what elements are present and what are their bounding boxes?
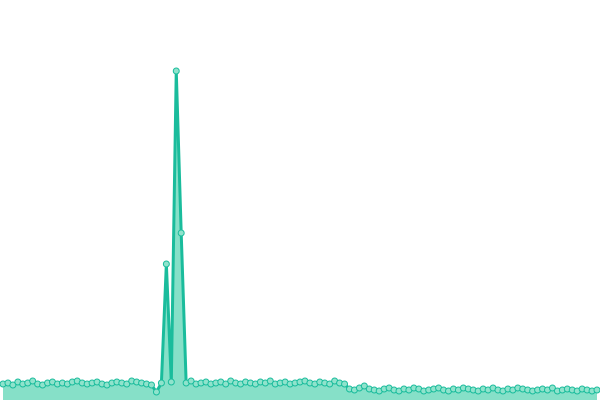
data-point — [548, 384, 556, 392]
data-point — [341, 380, 349, 388]
data-point — [29, 377, 37, 385]
data-point — [360, 382, 368, 390]
data-point — [148, 381, 155, 389]
data-point — [187, 377, 195, 385]
data-point — [326, 380, 334, 388]
data-point — [177, 229, 185, 237]
data-point — [162, 260, 170, 268]
data-point — [157, 379, 165, 387]
data-point — [593, 386, 600, 394]
data-point — [167, 378, 175, 386]
data-point — [152, 388, 160, 396]
area-line — [2, 69, 598, 394]
data-point — [266, 377, 274, 385]
data-point — [123, 380, 131, 388]
area-fill — [3, 71, 597, 400]
data-point — [172, 67, 180, 75]
data-point — [9, 381, 17, 389]
data-point — [222, 380, 230, 388]
